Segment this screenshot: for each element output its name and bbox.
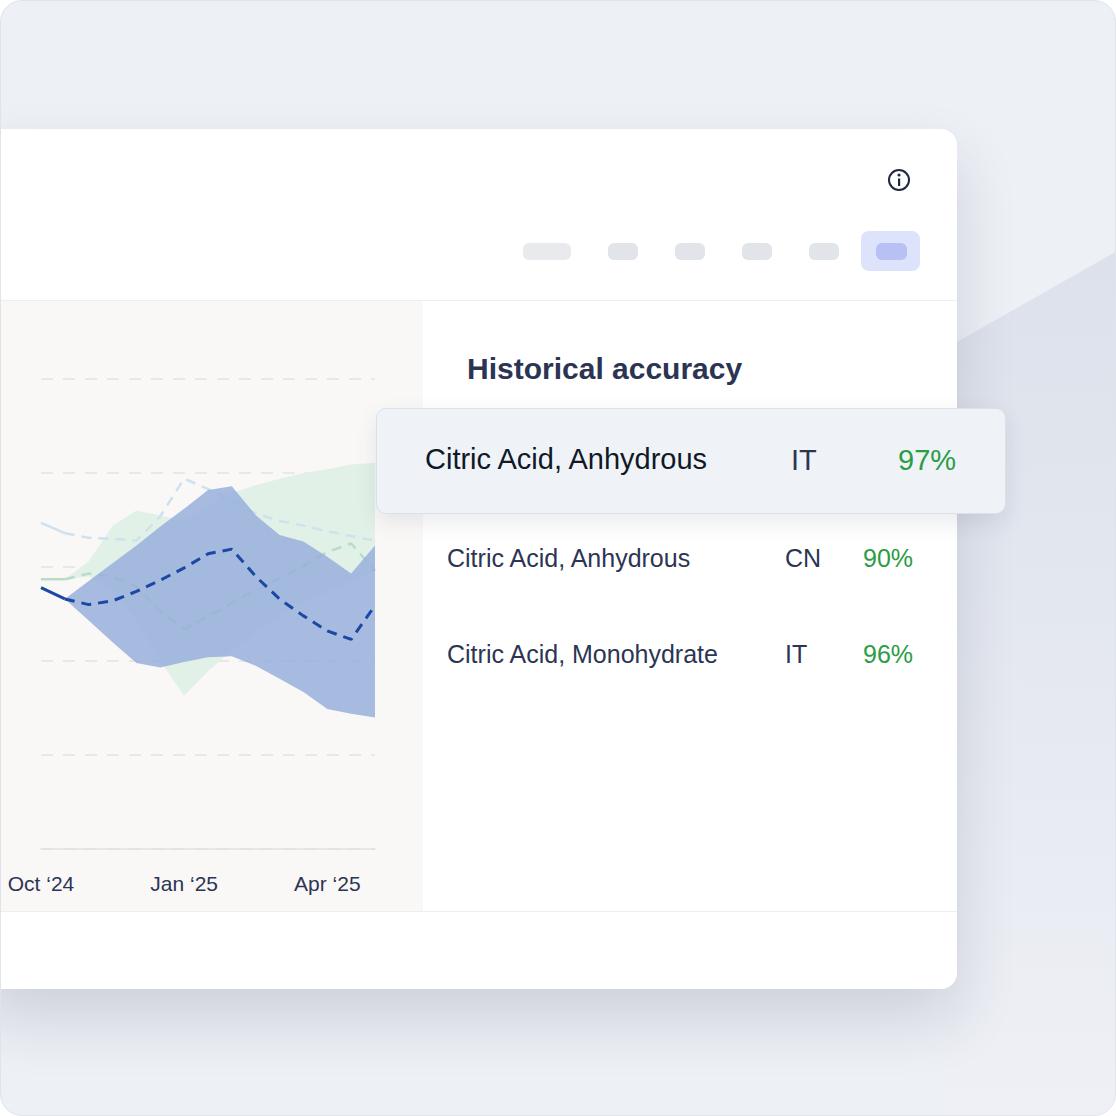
html-text:Historical accuracy: Historical accuracy: [467, 352, 743, 385]
html-text:Citric Acid, Anhydrous: Citric Acid, Anhydrous: [425, 443, 708, 475]
html-text:CN: CN: [785, 544, 822, 572]
svg-text:Oct ‘24: Oct ‘24: [8, 872, 75, 895]
html-text:Citric Acid, Anhydrous: Citric Acid, Anhydrous: [447, 544, 691, 572]
html-text:IT: IT: [785, 640, 808, 668]
html-text:Citric Acid, Monohydrate: Citric Acid, Monohydrate: [447, 640, 718, 668]
html-text:90%: 90%: [863, 544, 913, 572]
html-text:96%: 96%: [863, 640, 913, 668]
svg-text:Apr ‘25: Apr ‘25: [294, 872, 361, 895]
html-text:IT: IT: [791, 444, 817, 476]
html-text:97%: 97%: [898, 444, 956, 476]
svg-text:Jan ‘25: Jan ‘25: [150, 872, 218, 895]
